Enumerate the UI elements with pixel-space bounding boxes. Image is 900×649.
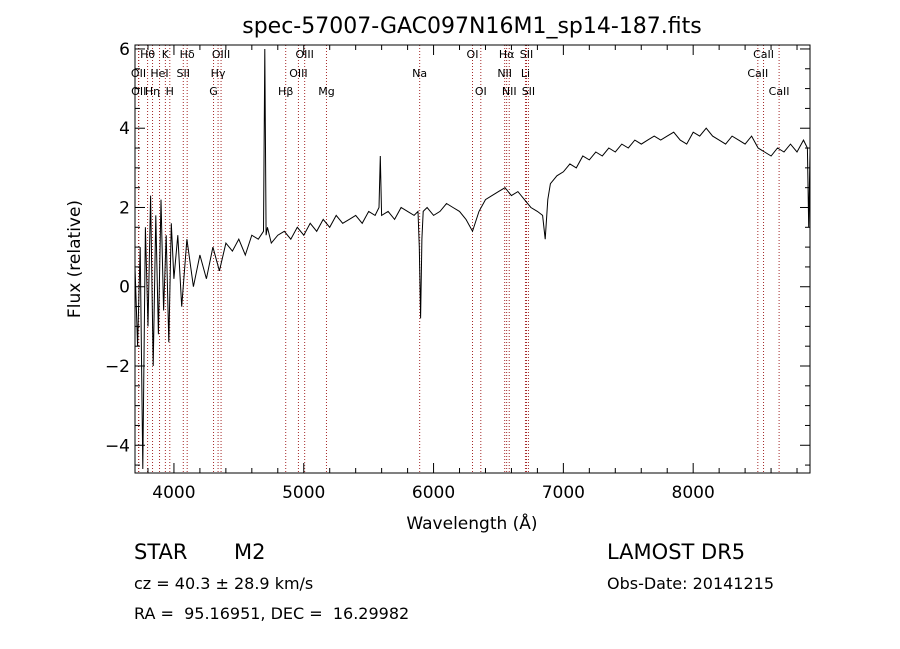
x-axis-label: Wavelength (Å) (406, 512, 537, 534)
survey-label: LAMOST DR5 (607, 540, 746, 564)
line-marker-label: HeI (150, 67, 168, 80)
line-marker-label: OIII (212, 48, 230, 61)
spectrum-line (134, 48, 811, 470)
line-marker-label: OI (467, 48, 479, 61)
object-subclass: M2 (234, 540, 266, 564)
y-tick-label: 0 (119, 278, 130, 298)
line-marker-label: NII (497, 67, 512, 80)
observation-date: Obs-Date: 20141215 (607, 574, 775, 593)
line-marker-label: Hδ (180, 48, 195, 61)
line-marker-label: OI (475, 85, 487, 98)
line-marker-label: OIII (295, 48, 313, 61)
x-tick-labels: 4000 5000 6000 7000 8000 (152, 483, 714, 503)
line-marker-label: Hθ (140, 48, 155, 61)
x-tick-label: 8000 (672, 483, 715, 503)
line-marker-label: SII (522, 85, 535, 98)
line-marker-label: Hβ (278, 85, 293, 98)
y-tick-label: 6 (119, 40, 130, 60)
line-marker-label: Na (412, 67, 427, 80)
sky-coordinates: RA = 95.16951, DEC = 16.29982 (134, 604, 410, 623)
axis-ticks (135, 45, 810, 473)
line-marker-label: Hα (499, 48, 515, 61)
y-tick-label: −2 (105, 357, 130, 377)
object-class: STAR (134, 540, 188, 564)
line-marker-label: OIII (289, 67, 307, 80)
x-tick-label: 6000 (412, 483, 455, 503)
y-tick-label: 4 (119, 119, 130, 139)
line-marker-label: Hγ (211, 67, 226, 80)
x-tick-label: 5000 (282, 483, 325, 503)
line-marker-label: G (209, 85, 218, 98)
line-marker-label: H (166, 85, 174, 98)
line-marker-label: CaII (769, 85, 790, 98)
line-marker-label: NII (502, 85, 517, 98)
y-tick-labels: −4 −2 0 2 4 6 (105, 40, 130, 456)
redshift-velocity: cz = 40.3 ± 28.9 km/s (134, 574, 314, 593)
line-marker-label: Li (521, 67, 530, 80)
line-marker-label: SII (520, 48, 533, 61)
line-marker-label: Hη (145, 85, 160, 98)
line-marker-label: CaII (753, 48, 774, 61)
x-tick-label: 7000 (542, 483, 585, 503)
line-marker-label: CaII (747, 67, 768, 80)
emission-line-markers (138, 45, 780, 473)
x-tick-label: 4000 (152, 483, 195, 503)
y-axis-label: Flux (relative) (65, 200, 85, 318)
plot-frame (134, 44, 811, 474)
y-tick-label: −4 (105, 436, 130, 456)
chart-title: spec-57007-GAC097N16M1_sp14-187.fits (242, 14, 702, 39)
line-marker-label: K (162, 48, 170, 61)
y-tick-label: 2 (119, 198, 130, 218)
line-marker-label: Mg (318, 85, 334, 98)
line-marker-label: SII (177, 67, 190, 80)
